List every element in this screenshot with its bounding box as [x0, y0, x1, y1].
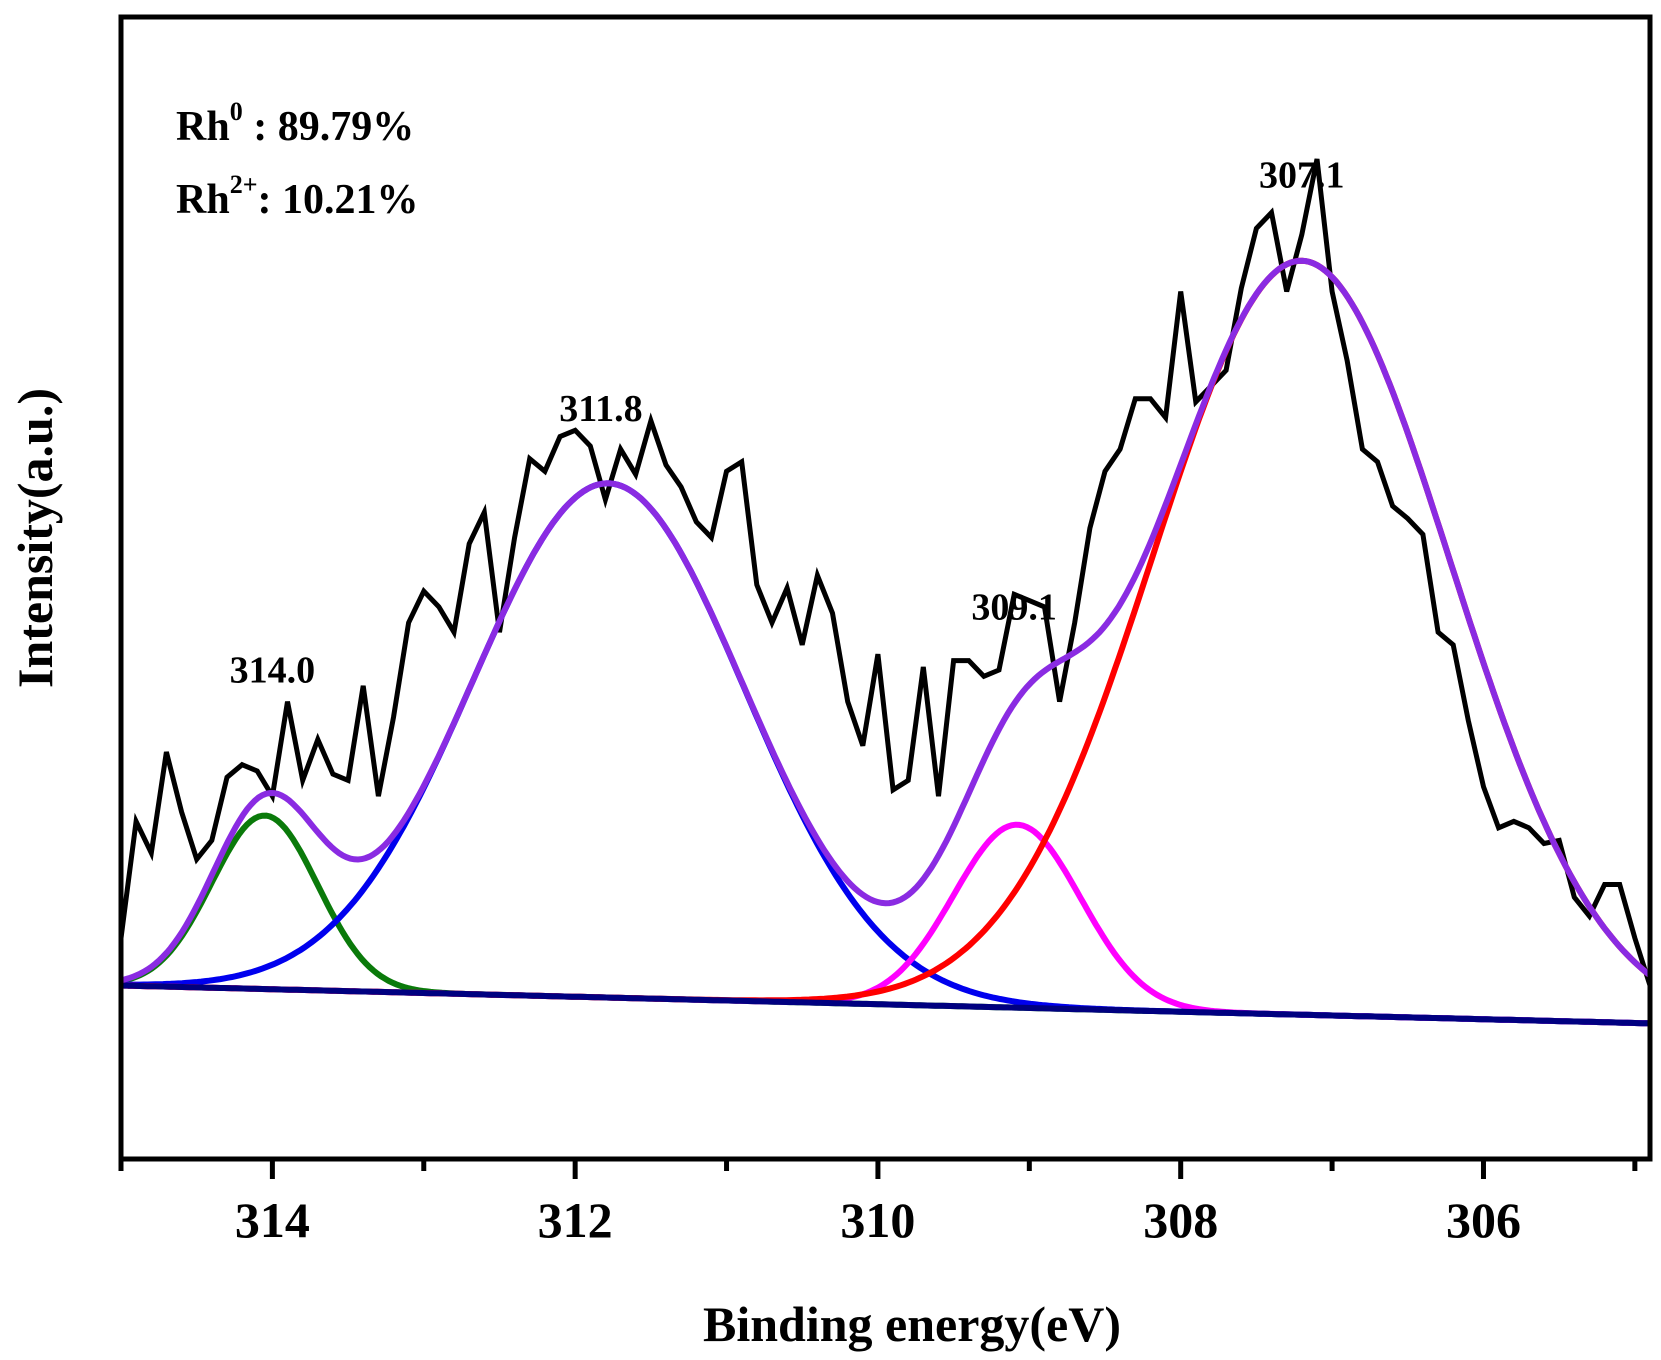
peak-label-3: 309.1: [971, 587, 1057, 629]
marks-layer: [118, 158, 1653, 1027]
annotation-rh0-sup: 0: [230, 97, 243, 126]
x-tick-label-306: 306: [1446, 1192, 1521, 1248]
x-tick-label-310: 310: [840, 1192, 915, 1248]
peak-label-4: 307.1: [1259, 154, 1345, 196]
annotation-rh2plus: Rh2+: 10.21%: [176, 170, 419, 223]
x-axis-ticks: 314 312 310 308 306: [118, 1159, 1638, 1248]
raw-data-line: [118, 158, 1653, 987]
fit-peak-4-line: [120, 257, 1652, 1004]
x-tick-label-314: 314: [235, 1192, 310, 1248]
annotation-rh0: Rh0 : 89.79%: [176, 97, 414, 150]
annotation-rh0-base: Rh: [176, 104, 230, 150]
annotation-rh0-value: : 89.79%: [243, 104, 415, 150]
annotation-rh2plus-base: Rh: [176, 177, 230, 223]
envelope-fit-line: [120, 257, 1652, 984]
peak-label-1: 314.0: [230, 650, 316, 692]
composition-annotations: Rh0 : 89.79% Rh2+: 10.21%: [176, 97, 419, 223]
x-tick-label-312: 312: [538, 1192, 613, 1248]
peak-labels: 314.0 311.8 309.1 307.1: [230, 154, 1345, 691]
x-axis-title: Binding energy(eV): [703, 1296, 1121, 1352]
annotation-rh2plus-sup: 2+: [230, 170, 258, 199]
annotation-rh2plus-value: : 10.21%: [258, 177, 419, 223]
peak-label-2: 311.8: [559, 388, 642, 430]
x-tick-label-308: 308: [1143, 1192, 1218, 1248]
baseline-line: [120, 982, 1650, 1027]
plot-frame: [118, 14, 1653, 1162]
y-axis-title: Intensity(a.u.): [7, 388, 63, 688]
